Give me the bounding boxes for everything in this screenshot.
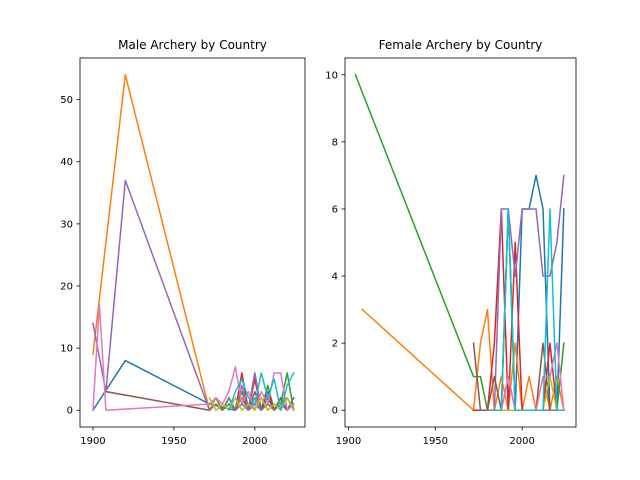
y-tick-label: 40 (60, 157, 73, 168)
series-line-10 (493, 208, 565, 411)
y-tick-label: 20 (60, 281, 73, 292)
series-line-9 (208, 396, 295, 412)
series-group (354, 73, 565, 412)
series-line-2 (92, 74, 295, 412)
y-tick-label: 10 (60, 344, 73, 355)
chart-2: 1900 1950 2000 0 2 4 6 8 10 Female Archery by Cou… (325, 38, 577, 447)
series-line-3 (354, 73, 565, 411)
y-tick-label: 30 (60, 219, 73, 230)
y-tick-label: 2 (332, 339, 338, 350)
y-tick-label: 6 (332, 204, 338, 215)
x-tick-label: 1950 (161, 436, 186, 447)
y-tick-label: 10 (325, 70, 338, 81)
x-tick-label: 1900 (336, 436, 361, 447)
chart-title: Female Archery by Country (379, 38, 543, 52)
series-line-4 (472, 208, 565, 411)
y-tick-label: 4 (332, 272, 338, 283)
x-tick-label: 2000 (242, 436, 267, 447)
x-tick-label: 2000 (509, 436, 534, 447)
series-line-5 (479, 174, 565, 411)
y-tick-label: 50 (60, 95, 73, 106)
x-tick-label: 1900 (80, 436, 105, 447)
series-line-2 (361, 308, 565, 412)
axes-frame (344, 57, 577, 428)
chart-1: 1900 1950 2000 0 10 20 30 40 50 Male Archery by C… (60, 38, 306, 447)
chart-title: Male Archery by Country (118, 38, 267, 52)
y-tick-label: 8 (332, 137, 338, 148)
axes-frame (79, 57, 306, 428)
y-tick-label: 0 (332, 406, 338, 417)
y-tick-label: 0 (67, 406, 73, 417)
series-line-10 (227, 371, 295, 412)
series-line-5 (92, 179, 295, 411)
series-group (91, 74, 295, 412)
x-tick-label: 1950 (423, 436, 448, 447)
